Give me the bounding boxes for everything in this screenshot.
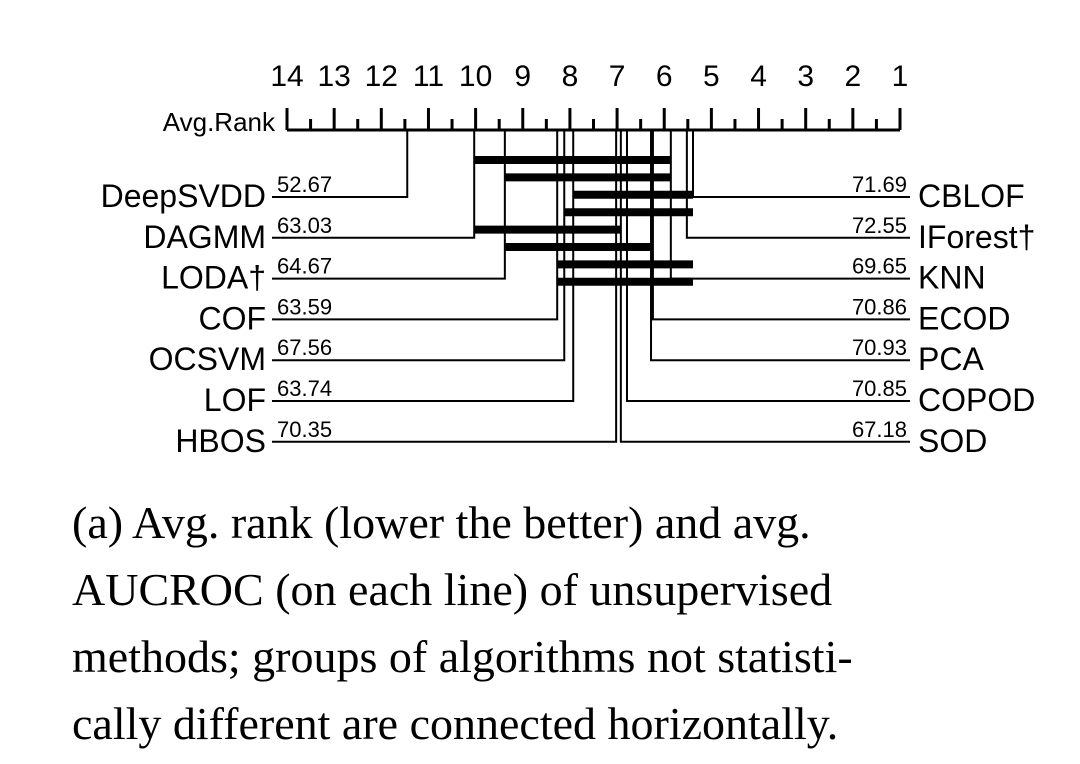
x-tick-label: 2 xyxy=(845,60,862,93)
method-name: COPOD xyxy=(918,382,1035,418)
method-name: DAGMM xyxy=(143,219,266,255)
caption-line: methods; groups of algorithms not statis… xyxy=(72,631,853,682)
method-name: KNN xyxy=(918,260,986,296)
method-connector xyxy=(619,130,910,443)
method-connector xyxy=(272,130,476,239)
method-name: DeepSVDD xyxy=(101,178,266,214)
x-tick-label: 8 xyxy=(562,60,579,93)
x-tick-label: 13 xyxy=(317,60,350,93)
aucroc-label: 70.85 xyxy=(852,376,907,401)
method-name: ECOD xyxy=(918,300,1010,336)
aucroc-label: 71.69 xyxy=(852,172,907,197)
x-tick-label: 12 xyxy=(365,60,398,93)
x-tick-label: 7 xyxy=(609,60,626,93)
method-name: IForest† xyxy=(918,219,1035,255)
aucroc-label: 72.55 xyxy=(852,213,907,238)
method-name: CBLOF xyxy=(918,178,1025,214)
method-name: COF xyxy=(198,300,266,336)
aucroc-label: 52.67 xyxy=(277,172,332,197)
x-tick-label: 3 xyxy=(797,60,814,93)
x-tick-label: 1 xyxy=(892,60,909,93)
aucroc-label: 67.18 xyxy=(852,417,907,442)
caption-line: AUCROC (on each line) of unsupervised xyxy=(72,564,832,615)
method-connector xyxy=(272,130,566,362)
method-connector xyxy=(625,130,910,402)
method-connector xyxy=(650,130,910,362)
aucroc-label: 63.59 xyxy=(277,294,332,319)
axis-label: Avg.Rank xyxy=(163,107,276,137)
method-name: OCSVM xyxy=(149,341,266,377)
aucroc-label: 69.65 xyxy=(852,254,907,279)
x-tick-label: 9 xyxy=(514,60,531,93)
method-connector xyxy=(272,130,618,443)
aucroc-label: 70.35 xyxy=(277,417,332,442)
method-name: LOF xyxy=(204,382,266,418)
x-tick-label: 14 xyxy=(270,60,303,93)
x-tick-label: 6 xyxy=(656,60,673,93)
x-tick-label: 10 xyxy=(459,60,492,93)
x-tick-label: 11 xyxy=(413,60,444,93)
aucroc-label: 67.56 xyxy=(277,335,332,360)
method-name: HBOS xyxy=(175,423,266,459)
aucroc-label: 63.74 xyxy=(277,376,332,401)
method-name: LODA† xyxy=(161,260,266,296)
x-tick-label: 5 xyxy=(703,60,720,93)
caption-line: cally different are connected horizontal… xyxy=(72,698,838,749)
aucroc-label: 63.03 xyxy=(277,213,332,238)
method-connector xyxy=(272,130,409,198)
aucroc-label: 64.67 xyxy=(277,254,332,279)
method-name: SOD xyxy=(918,423,987,459)
method-connector xyxy=(691,130,910,198)
caption-line: (a) Avg. rank (lower the better) and avg… xyxy=(72,497,811,548)
aucroc-label: 70.93 xyxy=(852,335,907,360)
x-tick-label: 4 xyxy=(750,60,767,93)
method-connector xyxy=(685,130,910,239)
method-connector xyxy=(272,130,559,321)
aucroc-label: 70.86 xyxy=(852,294,907,319)
method-name: PCA xyxy=(918,341,984,377)
method-connector xyxy=(272,130,575,402)
